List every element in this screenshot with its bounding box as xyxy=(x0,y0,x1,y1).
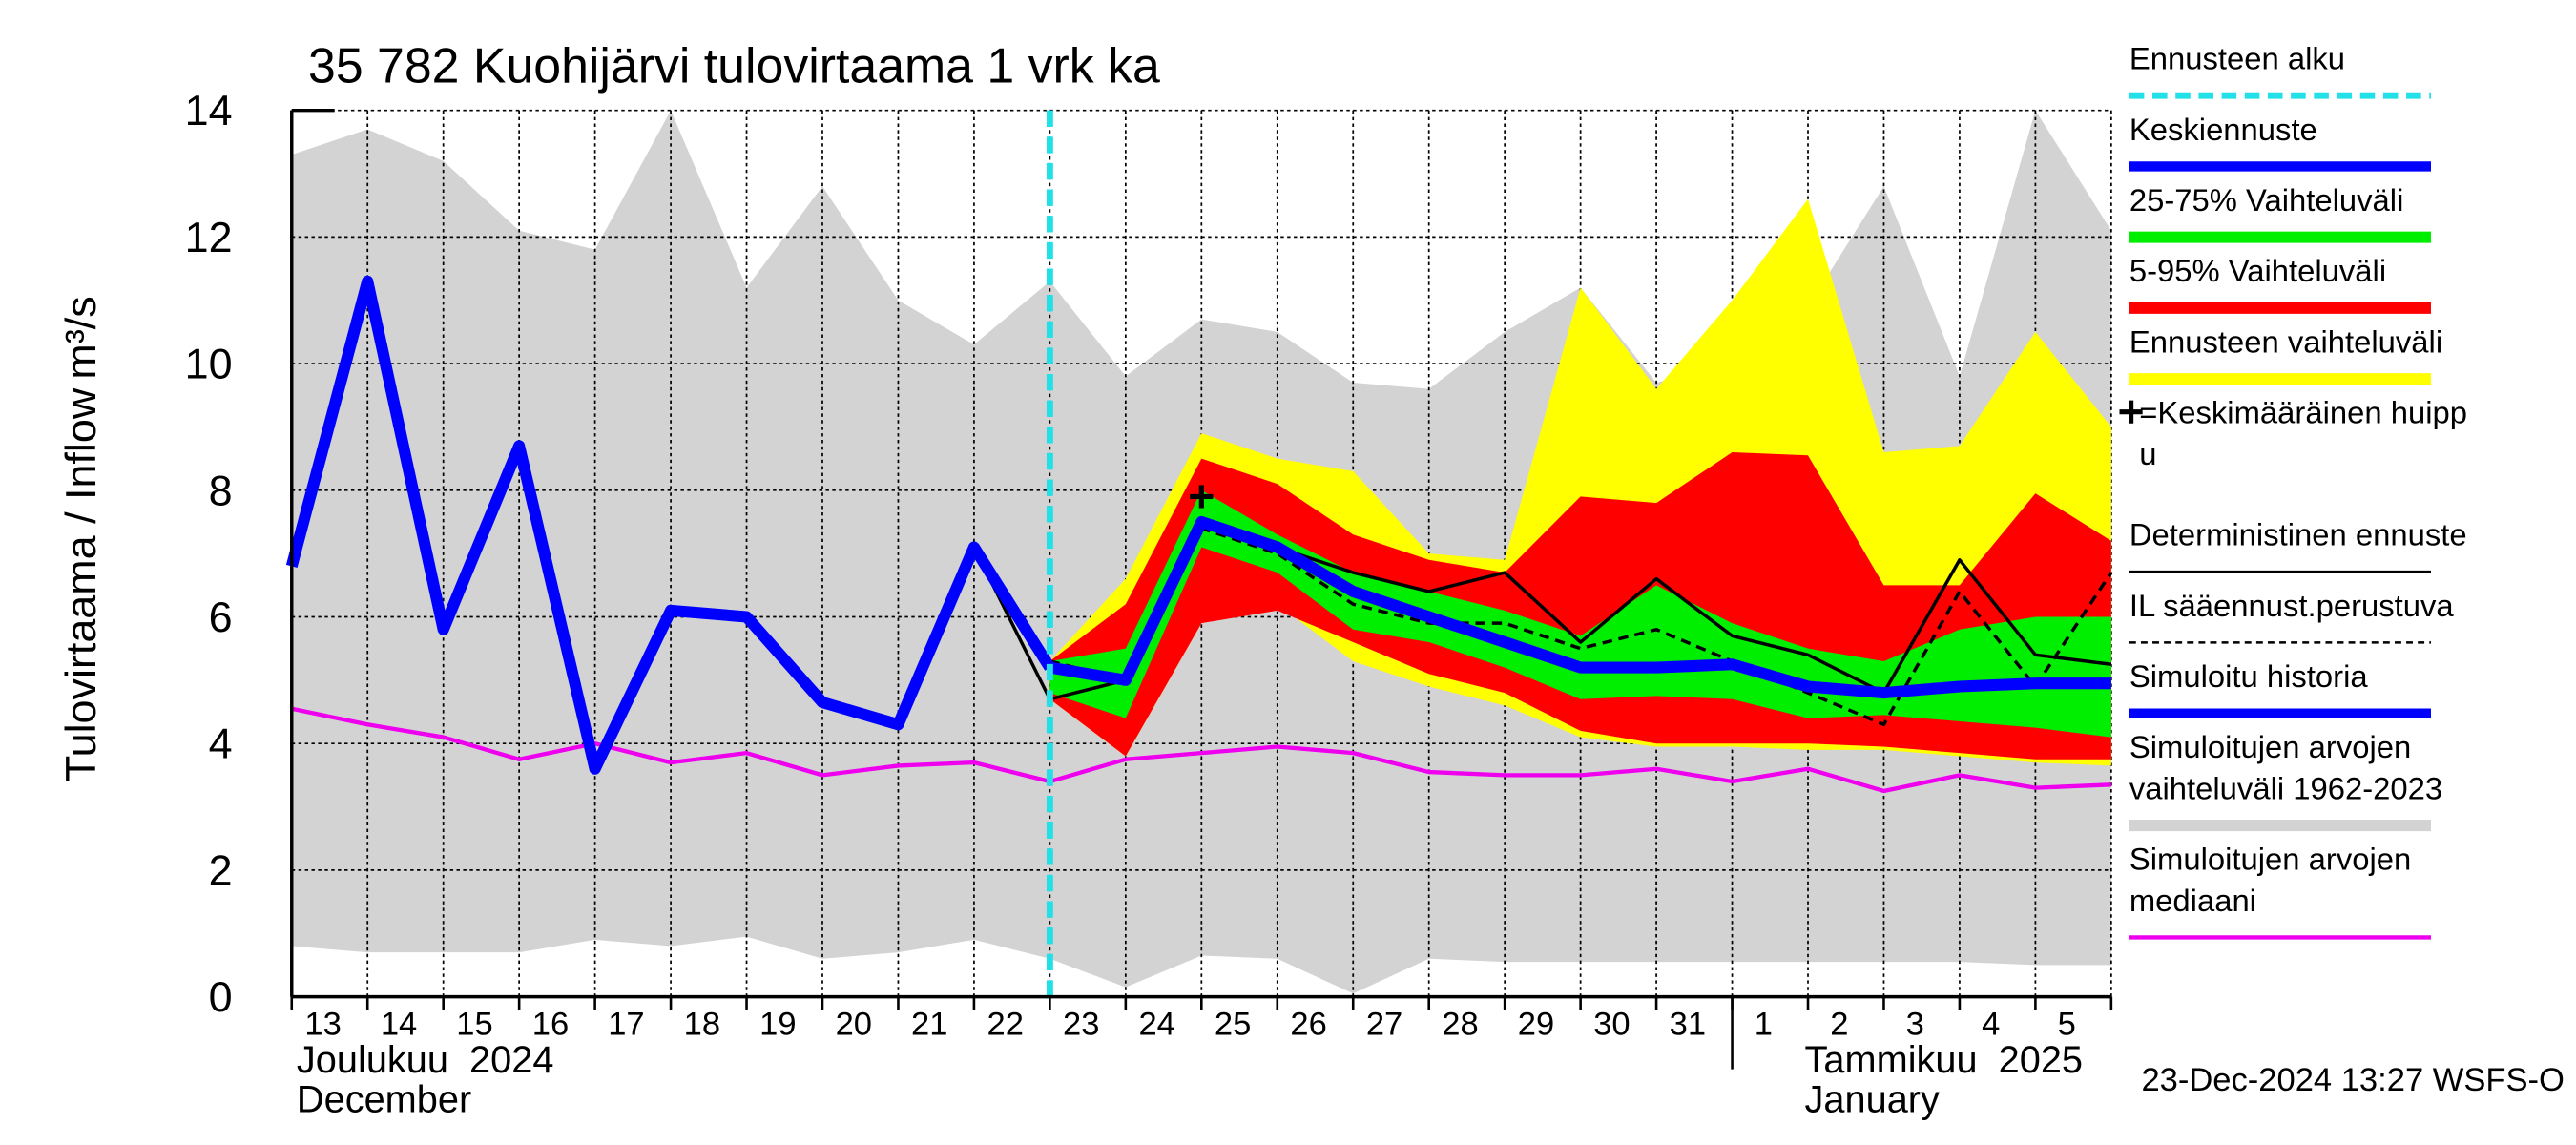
y-axis-label: Tulovirtaama / Inflow xyxy=(56,387,105,781)
line-1 xyxy=(1049,515,2111,699)
legend-label: Ennusteen alku xyxy=(2129,41,2345,76)
x-tick-label: 17 xyxy=(608,1006,644,1042)
chart-title: 35 782 Kuohijärvi tulovirtaama 1 vrk ka xyxy=(308,37,1160,93)
month-label: January xyxy=(1805,1078,1940,1120)
timestamp: 23-Dec-2024 13:27 WSFS-O xyxy=(2141,1062,2564,1098)
legend-label: 25-75% Vaihteluväli xyxy=(2129,182,2404,218)
line-8 xyxy=(285,275,1055,775)
x-tick-label: 15 xyxy=(456,1006,492,1042)
legend-label: vaihteluväli 1962-2023 xyxy=(2129,770,2442,805)
y-tick-label: 10 xyxy=(185,340,233,388)
y-tick-label: 8 xyxy=(209,466,233,514)
legend-label: mediaani xyxy=(2129,883,2256,918)
x-tick-label: 31 xyxy=(1670,1006,1706,1042)
x-tick-label: 18 xyxy=(684,1006,720,1042)
peak-marker xyxy=(1190,485,1214,509)
legend-label: Simuloitu historia xyxy=(2129,658,2369,694)
x-tick-label: 5 xyxy=(2058,1006,2076,1042)
x-tick-label: 1 xyxy=(1755,1006,1773,1042)
x-tick-label: 27 xyxy=(1366,1006,1402,1042)
legend-label: 5-95% Vaihteluväli xyxy=(2129,253,2386,288)
legend-label: =Keskimääräinen huipp xyxy=(2139,395,2467,430)
line-7 xyxy=(1049,526,2113,727)
x-tick-label: 14 xyxy=(381,1006,417,1042)
y-tick-label: 4 xyxy=(209,719,233,768)
legend-label: IL sääennust.perustuva xyxy=(2129,588,2455,623)
line-10 xyxy=(291,706,2111,794)
y-tick-label: 0 xyxy=(209,972,233,1021)
x-tick-label: 23 xyxy=(1063,1006,1099,1042)
x-tick-label: 13 xyxy=(304,1006,341,1042)
x-tick-label: 30 xyxy=(1593,1006,1630,1042)
legend-label: Deterministinen ennuste xyxy=(2129,517,2467,552)
legend-label: u xyxy=(2139,436,2156,471)
x-tick-label: 28 xyxy=(1442,1006,1478,1042)
x-tick-label: 29 xyxy=(1518,1006,1554,1042)
x-tick-label: 24 xyxy=(1138,1006,1174,1042)
x-tick-label: 19 xyxy=(759,1006,796,1042)
legend-label: Simuloitujen arvojen xyxy=(2129,842,2411,877)
legend-label: Simuloitujen arvojen xyxy=(2129,729,2411,764)
month-label: December xyxy=(297,1078,471,1120)
x-tick-label: 25 xyxy=(1215,1006,1251,1042)
x-tick-label: 2 xyxy=(1830,1006,1848,1042)
y-tick-label: 6 xyxy=(209,593,233,641)
x-tick-label: 20 xyxy=(836,1006,872,1042)
x-tick-label: 3 xyxy=(1906,1006,1924,1042)
x-tick-label: 16 xyxy=(532,1006,569,1042)
y-tick-label: 14 xyxy=(185,86,233,135)
month-label: Tammikuu 2025 xyxy=(1805,1039,2083,1081)
month-label: Joulukuu 2024 xyxy=(297,1039,553,1081)
legend-label: Keskiennuste xyxy=(2129,112,2317,147)
legend-marker xyxy=(2119,400,2143,424)
x-tick-label: 22 xyxy=(987,1006,1024,1042)
x-tick-label: 26 xyxy=(1290,1006,1326,1042)
x-tick-label: 4 xyxy=(1982,1006,2000,1042)
y-tick-label: 2 xyxy=(209,845,233,894)
y-tick-label: 12 xyxy=(185,213,233,261)
y-axis-unit: m³/s xyxy=(56,296,105,379)
x-tick-label: 21 xyxy=(911,1006,947,1042)
legend-label: Ennusteen vaihteluväli xyxy=(2129,324,2442,360)
